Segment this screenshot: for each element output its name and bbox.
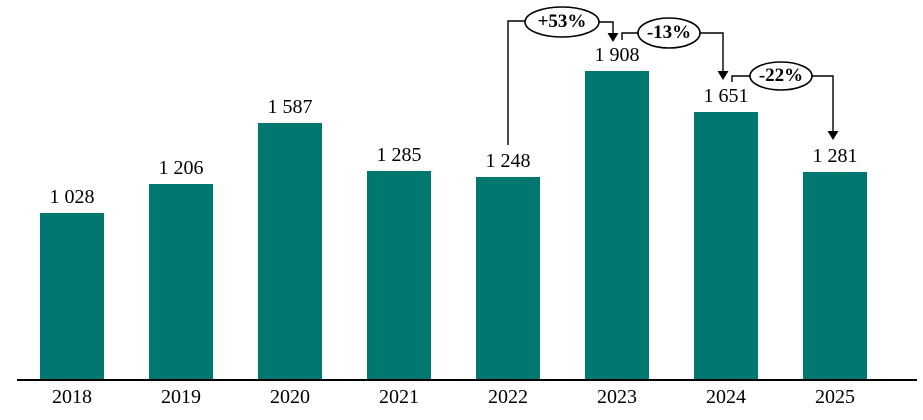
arrowhead-down-icon [717,71,729,80]
annotation-label-2022-to-2023: +53% [537,11,587,32]
value-label-2019: 1 206 [158,157,204,179]
value-label-2024: 1 651 [703,85,749,107]
bar-2020 [258,123,322,379]
annotation-label-2023-to-2024: -13% [646,22,692,43]
value-label-2021: 1 285 [376,144,422,166]
annotation-label-2024-to-2025: -22% [758,65,804,86]
axis-label-2023: 2023 [597,386,637,408]
bar-2021 [367,171,431,379]
value-label-2020: 1 587 [267,96,313,118]
bar-2018 [40,213,104,379]
bar-2019 [149,184,213,379]
bar-2022 [476,177,540,379]
axis-label-2024: 2024 [706,386,746,408]
bar-2025 [803,172,867,379]
value-label-2025: 1 281 [812,145,858,167]
value-label-2023: 1 908 [594,44,640,66]
bar-2024 [694,112,758,379]
arrowhead-down-icon [827,131,839,140]
value-label-2018: 1 028 [49,186,95,208]
value-label-2022: 1 248 [485,150,531,172]
axis-label-2018: 2018 [52,386,92,408]
axis-label-2022: 2022 [488,386,528,408]
axis-label-2019: 2019 [161,386,201,408]
axis-label-2025: 2025 [815,386,855,408]
axis-label-2021: 2021 [379,386,419,408]
x-axis-line [17,379,917,381]
arrowhead-down-icon [607,33,619,42]
axis-label-2020: 2020 [270,386,310,408]
bar-2023 [585,71,649,379]
